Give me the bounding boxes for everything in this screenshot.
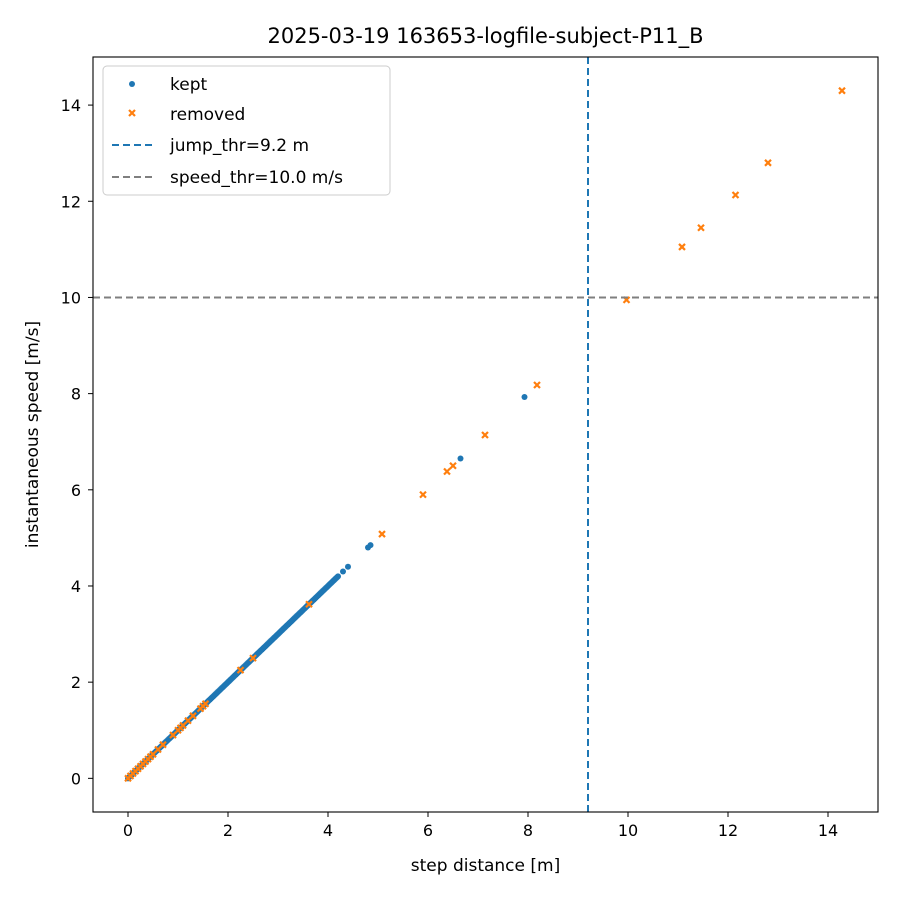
y-axis-ticks: 0 2 4 6 8 10 12 14 — [61, 96, 93, 788]
removed-point — [159, 740, 167, 749]
x-tick-label: 6 — [423, 821, 433, 840]
removed-point — [419, 490, 427, 499]
y-tick-label: 14 — [61, 96, 81, 115]
y-axis-label: instantaneous speed [m/s] — [23, 321, 43, 548]
kept-point — [457, 455, 464, 462]
kept-point — [335, 573, 341, 580]
legend-speed-thr-label: speed_thr=10.0 m/s — [170, 168, 343, 188]
points-layer — [124, 86, 846, 783]
x-tick-label: 4 — [323, 821, 333, 840]
chart-title: 2025-03-19 163653-logfile-subject-P11_B — [267, 24, 703, 49]
x-tick-label: 0 — [123, 821, 133, 840]
y-tick-label: 8 — [71, 385, 81, 404]
removed-point — [249, 654, 257, 662]
removed-point — [764, 159, 772, 167]
x-tick-label: 2 — [223, 821, 233, 840]
removed-point — [678, 243, 686, 251]
removed-point — [838, 86, 846, 95]
y-tick-label: 4 — [71, 577, 81, 596]
x-axis-ticks: 0 2 4 6 8 10 12 14 — [123, 812, 838, 840]
y-tick-label: 12 — [61, 192, 81, 211]
removed-point — [697, 223, 705, 232]
removed-point — [305, 600, 313, 609]
y-tick-label: 10 — [61, 288, 81, 307]
kept-point — [367, 542, 374, 549]
legend-removed-label: removed — [170, 105, 245, 125]
reference-lines — [93, 57, 878, 812]
kept-point — [340, 568, 346, 575]
removed-point — [533, 381, 541, 389]
x-axis-label: step distance [m] — [411, 856, 560, 876]
legend-box — [102, 65, 391, 196]
removed-point — [201, 700, 210, 708]
plot-frame — [92, 56, 879, 813]
removed-point — [443, 467, 451, 476]
removed-point — [731, 191, 740, 199]
legend-jump-thr-label: jump_thr=9.2 m — [169, 136, 309, 156]
removed-point — [378, 530, 386, 538]
removed-point — [189, 712, 197, 720]
kept-point — [345, 563, 351, 570]
legend: kept removed jump_thr=9.2 m speed_thr=10… — [102, 65, 391, 196]
kept-point — [521, 393, 528, 400]
removed-point — [236, 666, 245, 674]
x-tick-label: 10 — [618, 821, 638, 840]
removed-point — [481, 431, 489, 439]
x-tick-label: 12 — [718, 821, 738, 840]
y-tick-label: 6 — [71, 481, 81, 500]
removed-point — [449, 461, 457, 470]
legend-removed-marker — [128, 109, 136, 117]
legend-kept-marker — [129, 81, 135, 87]
legend-kept-label: kept — [170, 75, 207, 95]
x-tick-label: 8 — [523, 821, 533, 840]
y-tick-label: 2 — [71, 673, 81, 692]
y-tick-label: 0 — [71, 769, 81, 788]
x-tick-label: 14 — [818, 821, 838, 840]
